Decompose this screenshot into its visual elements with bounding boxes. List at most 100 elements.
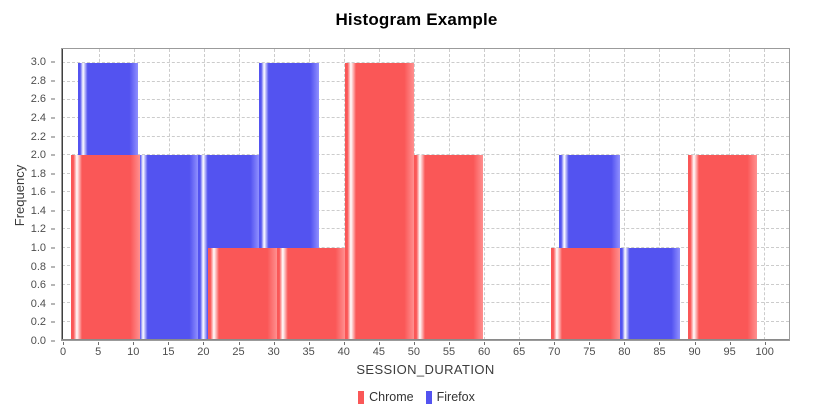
x-tick-label: 5 [95,346,102,358]
x-tick-mark [168,342,170,345]
vertical-gridline [483,49,485,340]
y-tick-mark [51,266,55,268]
legend-label-chrome: Chrome [369,390,414,404]
x-tick-mark [63,342,65,345]
firefox-bar [619,247,680,340]
y-tick-mark [51,98,55,100]
horizontal-gridline [62,154,789,156]
x-tick-label: 20 [197,346,210,358]
x-tick-label: 70 [548,346,561,358]
x-tick-label: 65 [513,346,526,358]
x-tick-mark [238,342,240,345]
x-tick-mark [203,342,205,345]
y-axis-title: Frequency [12,164,27,227]
x-axis-title: SESSION_DURATION [356,362,495,377]
y-tick-mark [51,117,55,119]
x-tick-mark [343,342,345,345]
x-tick-label: 95 [723,346,736,358]
x-tick-label: 90 [688,346,701,358]
y-axis-line [62,49,63,340]
y-tick-mark [51,61,55,63]
y-tick-label: 2.2 [30,130,46,143]
x-tick-label: 10 [127,346,140,358]
chrome-bar [208,247,277,340]
x-tick-mark [659,342,661,345]
horizontal-gridline [62,62,789,64]
x-tick-label: 15 [162,346,175,358]
y-tick-mark [51,340,55,342]
horizontal-gridline [62,80,789,82]
vertical-gridline [518,49,520,340]
y-tick-label: 1.2 [30,223,46,236]
x-tick-mark [98,342,100,345]
x-tick-label: 80 [618,346,631,358]
legend-item-chrome: Chrome [358,390,414,404]
x-tick-label: 50 [407,346,421,358]
x-tick-mark [308,342,310,345]
y-tick-mark [51,191,55,193]
firefox-bar [138,155,199,340]
vertical-gridline [658,49,660,340]
x-tick-mark [589,342,591,345]
horizontal-gridline [62,98,789,100]
y-tick-mark [51,321,55,323]
chart-title: Histogram Example [335,10,498,29]
y-axis-ticks: 0.0 0.2 0.4 0.6 0.8 1.0 1.2 1.4 1.6 1.8 2.0 2.2 2.4 2… [0,48,55,347]
x-tick-mark [413,342,415,345]
legend-item-firefox: Firefox [425,390,475,404]
legend: Chrome Firefox [0,390,833,404]
chrome-swatch-icon [358,390,365,404]
y-tick-mark [51,210,55,212]
vertical-gridline [343,49,345,340]
x-tick-mark [764,342,766,345]
x-tick-label: 75 [583,346,596,358]
x-tick-mark [273,342,275,345]
plot-area [61,48,790,341]
y-tick-label: 1.8 [30,167,46,180]
y-tick-label: 2.8 [30,74,46,87]
y-tick-label: 1.4 [30,204,46,217]
x-tick-mark [378,342,380,345]
y-tick-label: 3.0 [30,56,46,69]
x-tick-label: 40 [337,346,350,358]
vertical-gridline [623,49,625,340]
x-tick-label: 25 [232,346,245,358]
y-tick-label: 1.0 [30,242,46,255]
y-tick-mark [51,228,55,230]
y-tick-label: 0.4 [30,297,46,310]
y-tick-label: 0.2 [30,316,46,329]
x-tick-label: 60 [477,346,491,358]
y-tick-label: 1.6 [30,186,46,199]
x-tick-mark [449,342,450,345]
y-tick-mark [51,80,55,82]
y-tick-mark [51,303,55,305]
y-tick-label: 0.8 [30,260,46,273]
x-tick-mark [519,342,521,345]
x-axis-ticks: 0 5 10 15 20 25 30 35 40 45 50 55 60 65 70 75 80 85 90 95 10… [60,342,790,360]
chrome-bar [345,63,414,340]
y-tick-mark [51,154,55,156]
x-tick-label: 85 [653,346,666,358]
horizontal-gridline [62,135,789,137]
y-tick-label: 0.0 [30,335,46,347]
firefox-swatch-icon [425,390,432,404]
chrome-bar [276,247,346,340]
horizontal-gridline [62,117,789,119]
x-tick-label: 0 [60,346,67,358]
x-axis-line [62,339,789,340]
y-tick-label: 2.0 [30,149,46,162]
y-tick-mark [51,247,55,249]
legend-label-firefox: Firefox [436,390,475,404]
y-tick-label: 2.4 [30,111,46,124]
x-tick-label: 100 [755,346,774,358]
y-tick-mark [51,173,55,175]
vertical-gridline [553,49,555,340]
x-tick-mark [694,342,696,345]
x-tick-mark [554,342,556,345]
x-tick-mark [729,342,731,345]
y-tick-label: 0.6 [30,279,46,292]
x-tick-label: 55 [442,346,456,358]
chrome-bar [688,155,757,340]
y-tick-mark [51,136,55,137]
